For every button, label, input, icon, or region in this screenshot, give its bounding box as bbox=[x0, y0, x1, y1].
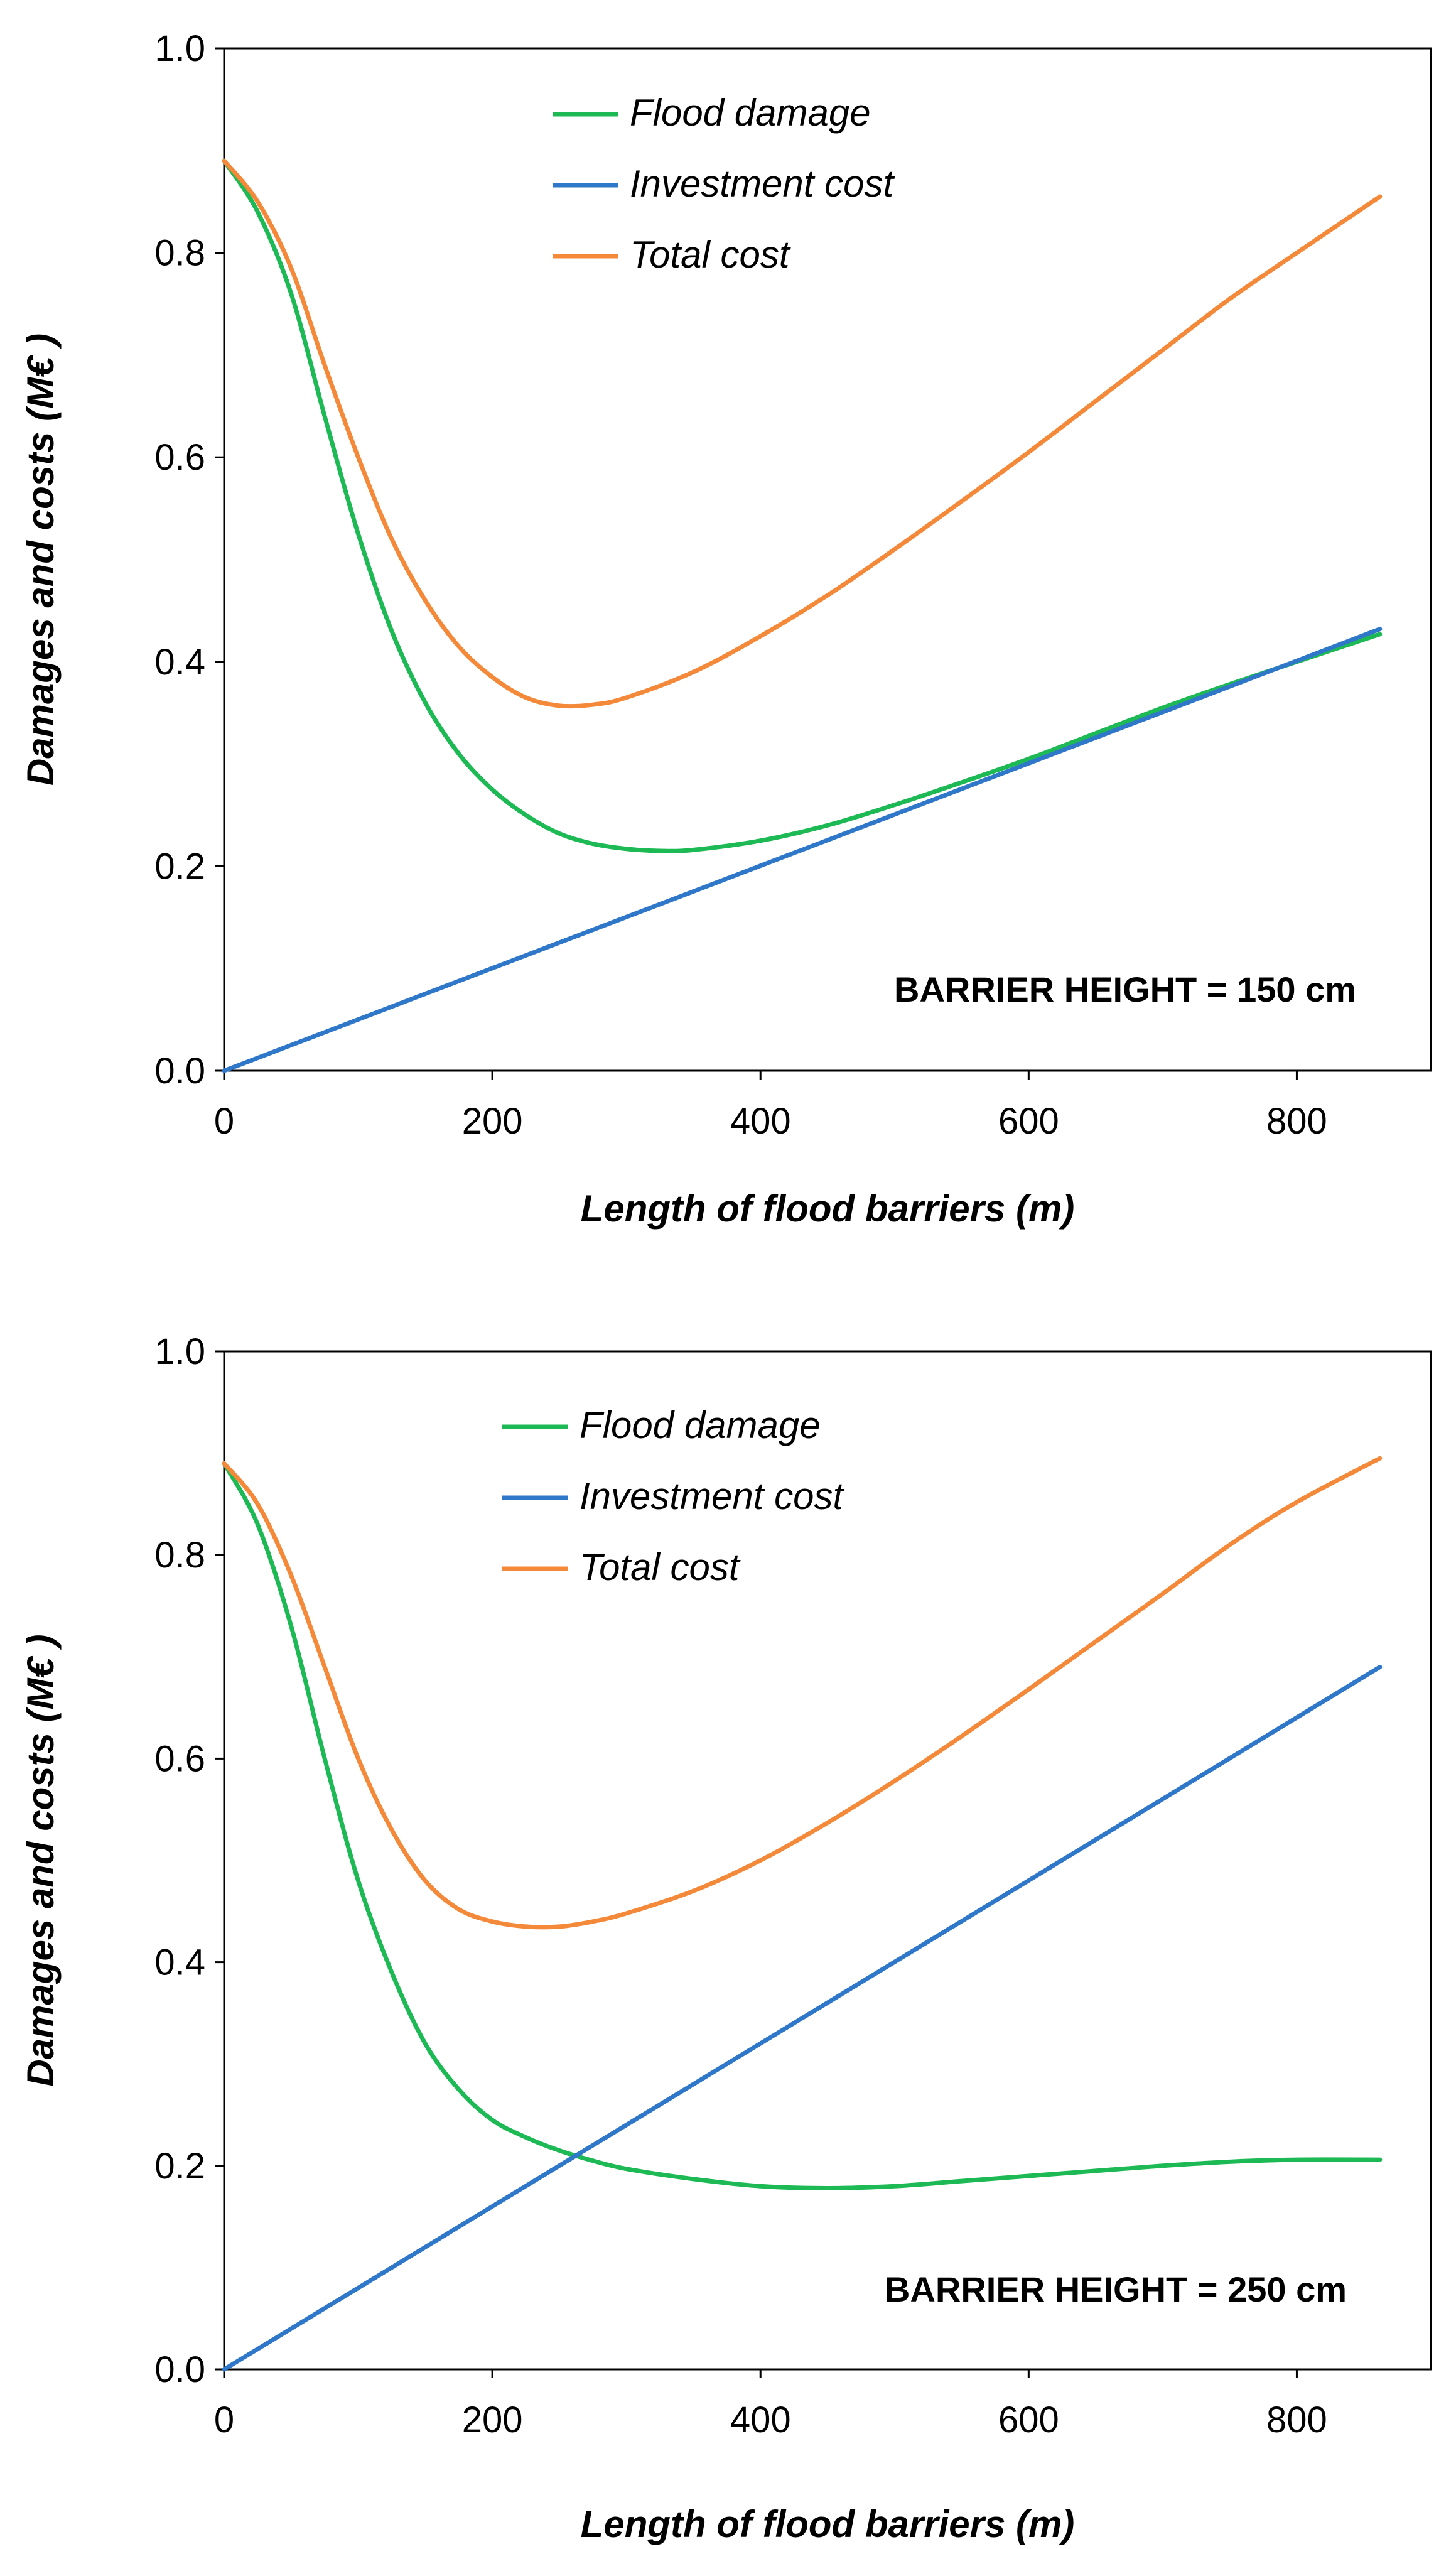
y-axis-title: Damages and costs (M€ ) bbox=[19, 1634, 62, 2086]
x-tick-label: 600 bbox=[998, 1101, 1059, 1142]
legend-label-flood-damage: Flood damage bbox=[630, 92, 871, 134]
barrier-height-annotation: BARRIER HEIGHT = 250 cm bbox=[885, 2270, 1347, 2309]
y-tick-label: 0.4 bbox=[154, 642, 205, 683]
legend-label-investment-cost: Investment cost bbox=[630, 163, 895, 205]
y-tick-label: 0.4 bbox=[154, 1942, 205, 1983]
x-axis-title: Length of flood barriers (m) bbox=[581, 2503, 1075, 2545]
x-tick-label: 600 bbox=[998, 2400, 1059, 2440]
legend-label-flood-damage: Flood damage bbox=[580, 1404, 821, 1446]
legend-label-total-cost: Total cost bbox=[580, 1546, 741, 1588]
y-tick-label: 1.0 bbox=[154, 28, 205, 69]
series-line-total-cost bbox=[222, 1456, 1383, 1930]
barrier-height-annotation: BARRIER HEIGHT = 150 cm bbox=[894, 970, 1356, 1009]
plot-frame bbox=[223, 1350, 1432, 2371]
y-tick-label: 0.2 bbox=[154, 2146, 205, 2187]
chart-barrier-250cm: 0.0 0.2 0.4 0.6 0.8 1.0 0 200 400 600 800 Flood dam… bbox=[19, 1331, 1432, 2545]
legend-label-total-cost: Total cost bbox=[630, 234, 791, 276]
x-tick-label: 400 bbox=[730, 1101, 791, 1142]
y-axis-title: Damages and costs (M€ ) bbox=[19, 333, 62, 786]
y-tick-label: 0.8 bbox=[154, 233, 205, 274]
x-tick-label: 800 bbox=[1266, 2400, 1327, 2440]
series-line-investment-cost bbox=[222, 627, 1383, 1073]
x-axis-title: Length of flood barriers (m) bbox=[581, 1188, 1075, 1230]
x-tick-label: 200 bbox=[462, 1101, 523, 1142]
x-tick-label: 200 bbox=[462, 2400, 523, 2440]
y-tick-label: 0.0 bbox=[154, 1051, 205, 1091]
y-tick-label: 0.0 bbox=[154, 2349, 205, 2390]
series-line-investment-cost bbox=[222, 1665, 1383, 2372]
y-tick-label: 0.2 bbox=[154, 846, 205, 887]
x-tick-label: 0 bbox=[214, 2400, 234, 2440]
legend-label-investment-cost: Investment cost bbox=[580, 1475, 845, 1517]
x-tick-label: 800 bbox=[1266, 1101, 1327, 1142]
x-tick-label: 0 bbox=[214, 1101, 234, 1142]
y-tick-label: 1.0 bbox=[154, 1331, 205, 1372]
x-tick-label: 400 bbox=[730, 2400, 791, 2440]
chart-barrier-150cm: 0.0 0.2 0.4 0.6 0.8 1.0 0 200 400 600 800 Flood dam… bbox=[19, 28, 1432, 1230]
series-line-flood-damage bbox=[222, 158, 1383, 853]
y-tick-label: 0.8 bbox=[154, 1535, 205, 1576]
series-line-flood-damage bbox=[222, 1461, 1383, 2190]
y-tick-label: 0.6 bbox=[154, 437, 205, 478]
series-line-total-cost bbox=[222, 158, 1383, 709]
y-tick-label: 0.6 bbox=[154, 1738, 205, 1779]
plot-frame bbox=[223, 47, 1432, 1072]
